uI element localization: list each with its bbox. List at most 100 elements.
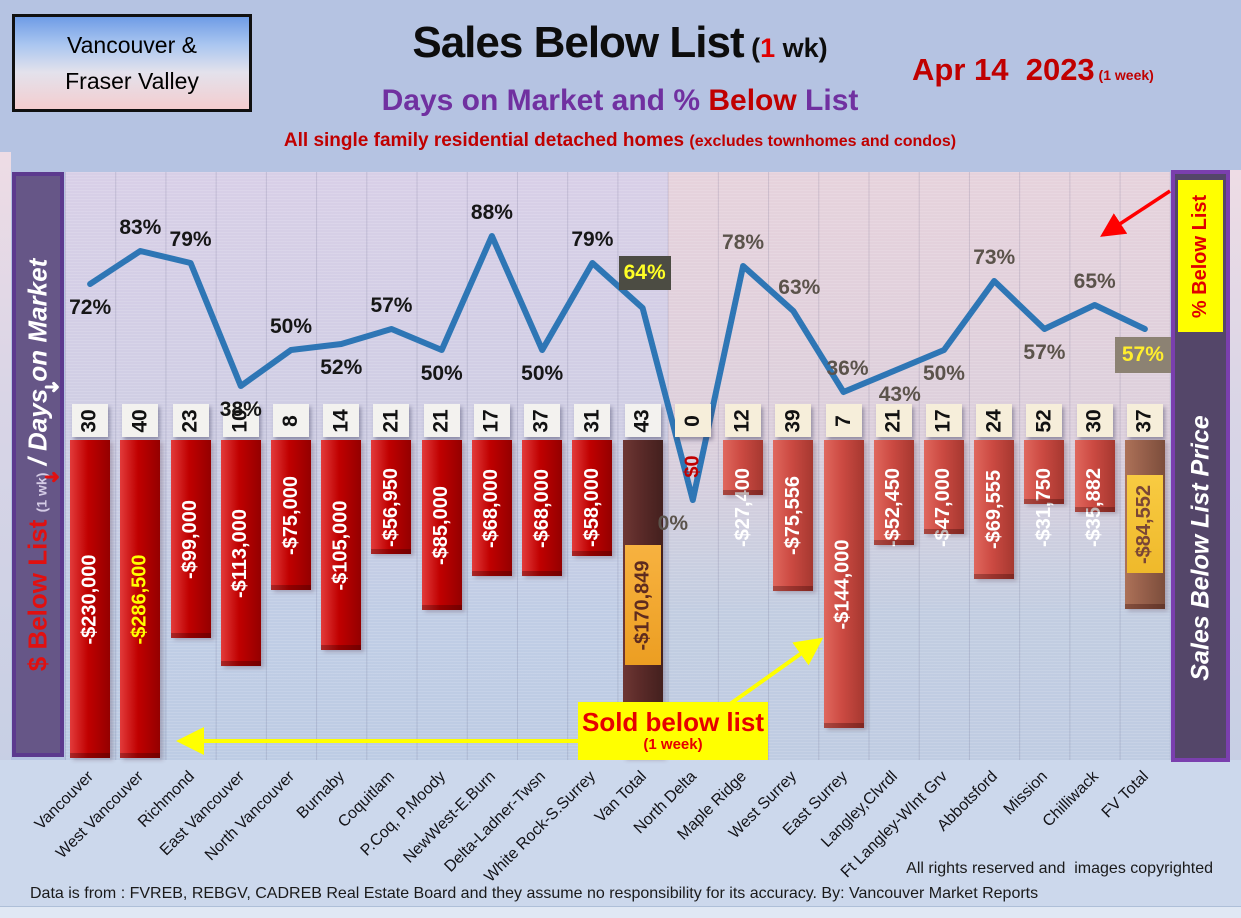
left-axis-title: $ Below List (1 wk) / Days on Market [23,258,54,670]
page-title: Sales Below List (1 wk) [300,18,940,68]
pct-label: 72% [69,296,112,319]
days-box: 0 [674,404,711,437]
days-value: 30 [1082,408,1106,433]
pct-label: 83% [119,216,162,239]
bar-value-label: -$85,000 [430,485,453,565]
pct-label: 52% [320,356,363,379]
days-box: 8 [273,404,310,437]
pct-label: 57% [370,294,413,317]
bar: -$99,000 [170,440,211,638]
bar-value-label: -$99,000 [179,499,202,579]
pct-label: 57% [1023,341,1066,364]
bar-value-label: -$35,882 [1083,468,1106,547]
bar-value-wrap: -$31,750 [1024,440,1064,575]
bar-value-label: -$286,500 [128,553,151,645]
days-value: 40 [128,408,152,433]
dollar-pointer-arrow-icon: ➜ [44,467,60,488]
bar-value-wrap: -$52,450 [874,440,914,575]
pct-label: 50% [420,362,463,385]
bar-value-label: -$52,450 [882,468,905,547]
bar: -$75,556 [773,440,814,592]
title-main: Sales Below List [412,18,744,67]
region-box: Vancouver & Fraser Valley [12,14,252,112]
days-value: 24 [982,408,1006,433]
subtitle-part3: List [796,84,859,117]
pct-label: 50% [521,362,564,385]
pct-label: 43% [878,383,921,406]
plot-bg-vancouver [65,172,668,760]
pct-below-list-badge-label: % Below List [1189,194,1212,318]
bar-value-label: -$68,000 [530,468,553,548]
bar-value-label: -$144,000 [832,538,855,630]
bar: -$113,000 [220,440,261,666]
days-value: 43 [630,408,654,433]
days-value: 21 [379,408,403,433]
bar-value-wrap: -$113,000 [221,440,261,666]
bar-value-label: -$75,556 [781,476,804,556]
days-box: 30 [1076,404,1113,437]
pct-label: 65% [1073,270,1116,293]
bar: -$286,500 [120,440,161,758]
bar-value-label: $0 [681,454,704,478]
date-main: Apr 14 2023 [912,52,1095,87]
days-value: 17 [479,408,503,433]
days-value: 30 [78,408,102,433]
bottom-strip [0,906,1241,918]
region-line2: Fraser Valley [65,68,199,94]
days-box: 14 [323,404,360,437]
days-value: 39 [781,408,805,433]
days-box: 37 [524,404,561,437]
plot-area: 30 -$230,000 72% 40 -$286,500 83% 23 -$99,000 79… [65,172,1171,760]
bar-value-label: -$170,849 [631,559,654,651]
bar-value-label: -$58,000 [580,468,603,547]
region-line1: Vancouver & [67,32,197,58]
days-box: 43 [624,404,661,437]
bar-value-label: -$84,552 [1133,484,1156,564]
days-box: 24 [976,404,1013,437]
pct-label: 0% [657,512,688,535]
left-axis-days-label: / Days on Market [22,258,53,473]
bar: -$230,000 [70,440,111,758]
days-value: 52 [1032,408,1056,433]
days-box: 37 [1126,404,1163,437]
bar-value-label: -$105,000 [329,499,352,591]
total-value-chip: -$170,849 [624,545,661,665]
days-value: 0 [680,414,704,427]
left-edge-strip [0,152,11,762]
days-box: 40 [122,404,159,437]
bar-value-wrap: -$47,000 [924,440,964,575]
bar: -$35,882 [1074,440,1115,547]
bar-value-wrap: -$58,000 [572,440,612,575]
days-box: 31 [574,404,611,437]
days-value: 31 [580,408,604,433]
date-small: (1 week) [1094,67,1154,83]
pct-label: 64% [618,256,671,290]
days-value: 37 [530,408,554,433]
days-box: 52 [1026,404,1063,437]
pct-label: 57% [1114,337,1171,373]
bar-value-wrap: -$56,950 [371,440,411,575]
bar-value-wrap: -$68,000 [472,440,512,576]
days-value: 17 [931,408,955,433]
bar: -$144,000 [823,440,864,728]
days-value: 14 [329,408,353,433]
days-value: 37 [1132,408,1156,433]
pct-below-list-badge: % Below List [1178,180,1223,332]
bar-value-label: -$27,400 [731,468,754,547]
bar: -$85,000 [421,440,462,610]
sold-callout-line2: (1 week) [643,735,703,753]
bar-value-label: -$113,000 [229,508,252,598]
pct-label: 88% [470,201,513,224]
source-note: Data is from : FVREB, REBGV, CADREB Real… [30,885,1039,902]
bar-value-wrap: -$35,882 [1075,440,1115,575]
days-box: 10 [222,404,259,437]
sold-callout-line1: Sold below list [581,707,764,738]
bar: -$84,552 [1124,440,1165,610]
pct-label: 38% [219,398,262,421]
bar: -$105,000 [321,440,362,650]
bar: -$68,000 [471,440,512,576]
bar-value-label: -$68,000 [480,468,503,548]
bar-value-label: -$31,750 [1032,468,1055,547]
pct-label: 78% [722,231,765,254]
